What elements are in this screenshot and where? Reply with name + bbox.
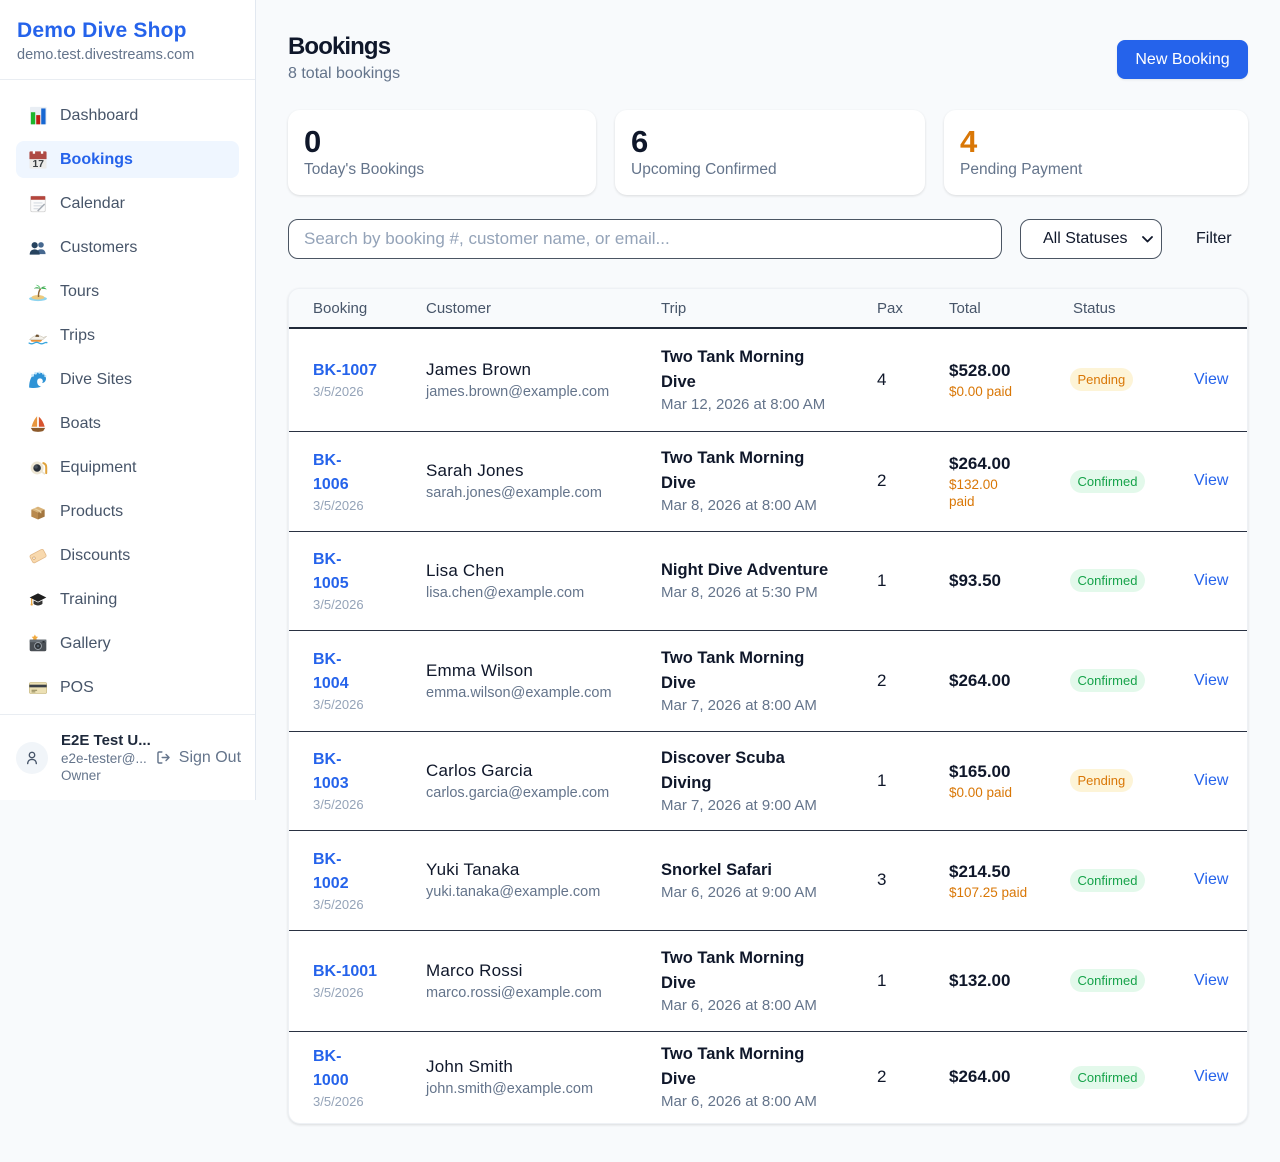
svg-text:17: 17 — [32, 158, 44, 169]
